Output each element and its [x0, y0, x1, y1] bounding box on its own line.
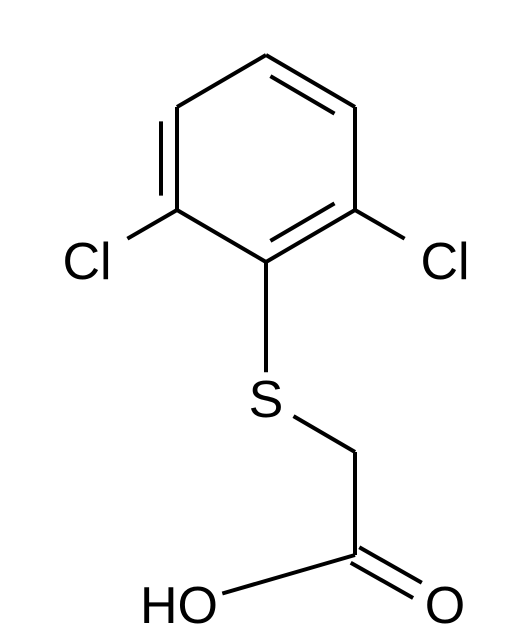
bond	[177, 55, 266, 107]
bond	[359, 547, 422, 582]
bond	[270, 203, 334, 241]
bond	[355, 210, 405, 239]
atom-label-O_dbl: O	[425, 577, 465, 635]
atom-label-Cl_left: Cl	[62, 233, 111, 291]
molecule-diagram: Cl Cl S O HO	[0, 0, 532, 640]
atom-label-OH: HO	[140, 577, 218, 635]
atom-label-Cl_right: Cl	[420, 233, 469, 291]
bond	[270, 76, 334, 114]
bond	[177, 210, 266, 262]
bond	[127, 210, 177, 239]
bond	[351, 563, 413, 598]
bond	[294, 416, 356, 452]
atom-label-S: S	[249, 371, 284, 429]
bond	[222, 555, 355, 594]
